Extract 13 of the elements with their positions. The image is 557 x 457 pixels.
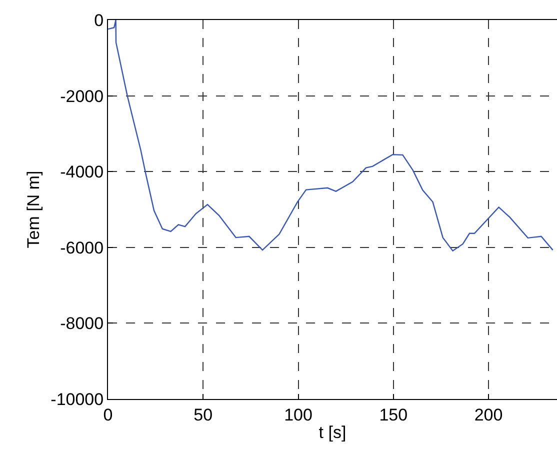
y-axis-title: Tem [N m] [24, 170, 44, 248]
line-series [108, 20, 554, 252]
y-tick-label: 0 [94, 10, 104, 30]
y-tick-label: -8000 [60, 314, 104, 334]
y-tick-label: -4000 [60, 162, 104, 182]
y-tick-label: -10000 [50, 390, 104, 409]
y-tick-label: -2000 [60, 86, 104, 106]
x-axis-title: t [s] [318, 422, 346, 442]
x-tick-label: 150 [379, 405, 408, 424]
x-tick-label: 200 [474, 405, 503, 424]
x-tick-label: 100 [284, 405, 312, 424]
y-tick-label: -6000 [60, 238, 104, 258]
x-tick-label: 50 [194, 405, 213, 424]
